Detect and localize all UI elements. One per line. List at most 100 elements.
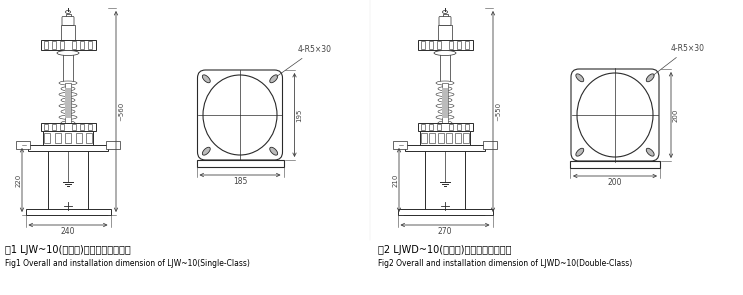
Ellipse shape	[438, 98, 452, 102]
Bar	[88, 124, 92, 130]
Bar	[52, 41, 56, 49]
Ellipse shape	[576, 148, 584, 156]
Ellipse shape	[576, 74, 584, 82]
Ellipse shape	[59, 81, 77, 85]
Bar	[465, 124, 469, 130]
Bar	[465, 41, 469, 49]
Text: 195: 195	[296, 108, 302, 122]
Ellipse shape	[203, 75, 277, 155]
Bar	[88, 41, 92, 49]
Bar	[443, 14, 447, 17]
Ellipse shape	[270, 147, 278, 155]
Bar	[106, 141, 120, 149]
Bar	[41, 123, 96, 131]
Text: 4-R5×30: 4-R5×30	[653, 44, 705, 75]
Bar	[398, 209, 493, 215]
Text: 270: 270	[438, 227, 452, 236]
Ellipse shape	[59, 92, 77, 96]
Bar	[41, 40, 96, 50]
Bar	[429, 41, 433, 49]
Bar	[440, 50, 450, 83]
Text: ~560: ~560	[118, 102, 124, 121]
Bar	[421, 41, 425, 49]
Bar	[196, 160, 284, 167]
Bar	[28, 145, 108, 151]
Ellipse shape	[436, 115, 454, 119]
Bar	[447, 133, 452, 143]
Bar	[437, 41, 441, 49]
FancyBboxPatch shape	[439, 17, 451, 25]
Ellipse shape	[57, 50, 79, 55]
Bar	[457, 41, 461, 49]
Ellipse shape	[577, 73, 653, 157]
Text: 图2 LJWD~10(双级次)外型及安装尺寸图: 图2 LJWD~10(双级次)外型及安装尺寸图	[378, 245, 511, 255]
Bar	[421, 133, 427, 143]
Bar	[429, 124, 433, 130]
Text: Fig1 Overall and installation dimension of LJW~10(Single-Class): Fig1 Overall and installation dimension …	[5, 259, 250, 268]
Ellipse shape	[438, 109, 452, 114]
Bar	[438, 133, 444, 143]
Ellipse shape	[434, 50, 456, 55]
Bar	[65, 14, 71, 17]
Text: Fig2 Overall and installation dimension of LJWD~10(Double-Class): Fig2 Overall and installation dimension …	[378, 259, 632, 268]
Bar	[65, 83, 71, 123]
Bar	[438, 24, 452, 40]
Text: 220: 220	[16, 173, 22, 187]
Text: ~550: ~550	[495, 102, 501, 121]
Bar	[44, 124, 48, 130]
Bar	[418, 40, 473, 50]
Text: 200: 200	[673, 108, 679, 122]
Ellipse shape	[436, 104, 454, 108]
Bar	[418, 123, 473, 131]
Ellipse shape	[270, 75, 278, 83]
Ellipse shape	[61, 98, 75, 102]
Bar	[72, 41, 76, 49]
Ellipse shape	[65, 11, 71, 14]
Bar	[44, 41, 48, 49]
Ellipse shape	[438, 87, 452, 91]
Bar	[483, 141, 497, 149]
Ellipse shape	[436, 81, 454, 85]
Bar	[86, 133, 92, 143]
Bar	[405, 145, 485, 151]
Ellipse shape	[61, 87, 75, 91]
Bar	[63, 50, 73, 83]
Bar	[442, 83, 448, 123]
Bar	[449, 41, 453, 49]
Bar	[393, 141, 407, 149]
Bar	[16, 141, 30, 149]
Bar	[60, 124, 64, 130]
Bar	[61, 24, 75, 40]
Ellipse shape	[443, 11, 447, 14]
Bar	[421, 124, 425, 130]
Ellipse shape	[202, 75, 210, 83]
Bar	[442, 88, 448, 118]
FancyBboxPatch shape	[62, 17, 74, 25]
Bar	[43, 131, 93, 145]
Ellipse shape	[59, 104, 77, 108]
Bar	[65, 133, 71, 143]
Bar	[60, 41, 64, 49]
Ellipse shape	[202, 147, 210, 155]
Ellipse shape	[438, 121, 452, 125]
Bar	[44, 133, 50, 143]
Ellipse shape	[646, 148, 654, 156]
Ellipse shape	[646, 74, 654, 82]
Text: 200: 200	[608, 178, 622, 187]
Bar	[54, 133, 60, 143]
Bar	[449, 124, 453, 130]
Bar	[72, 124, 76, 130]
Text: 210: 210	[393, 173, 399, 187]
Bar	[429, 133, 435, 143]
FancyBboxPatch shape	[571, 69, 659, 161]
FancyBboxPatch shape	[198, 70, 282, 160]
Bar	[65, 88, 71, 118]
Ellipse shape	[436, 92, 454, 96]
Bar	[76, 133, 82, 143]
Ellipse shape	[61, 121, 75, 125]
Text: 185: 185	[233, 177, 247, 186]
Bar	[437, 124, 441, 130]
Bar	[463, 133, 469, 143]
Bar	[80, 124, 84, 130]
Bar	[52, 124, 56, 130]
